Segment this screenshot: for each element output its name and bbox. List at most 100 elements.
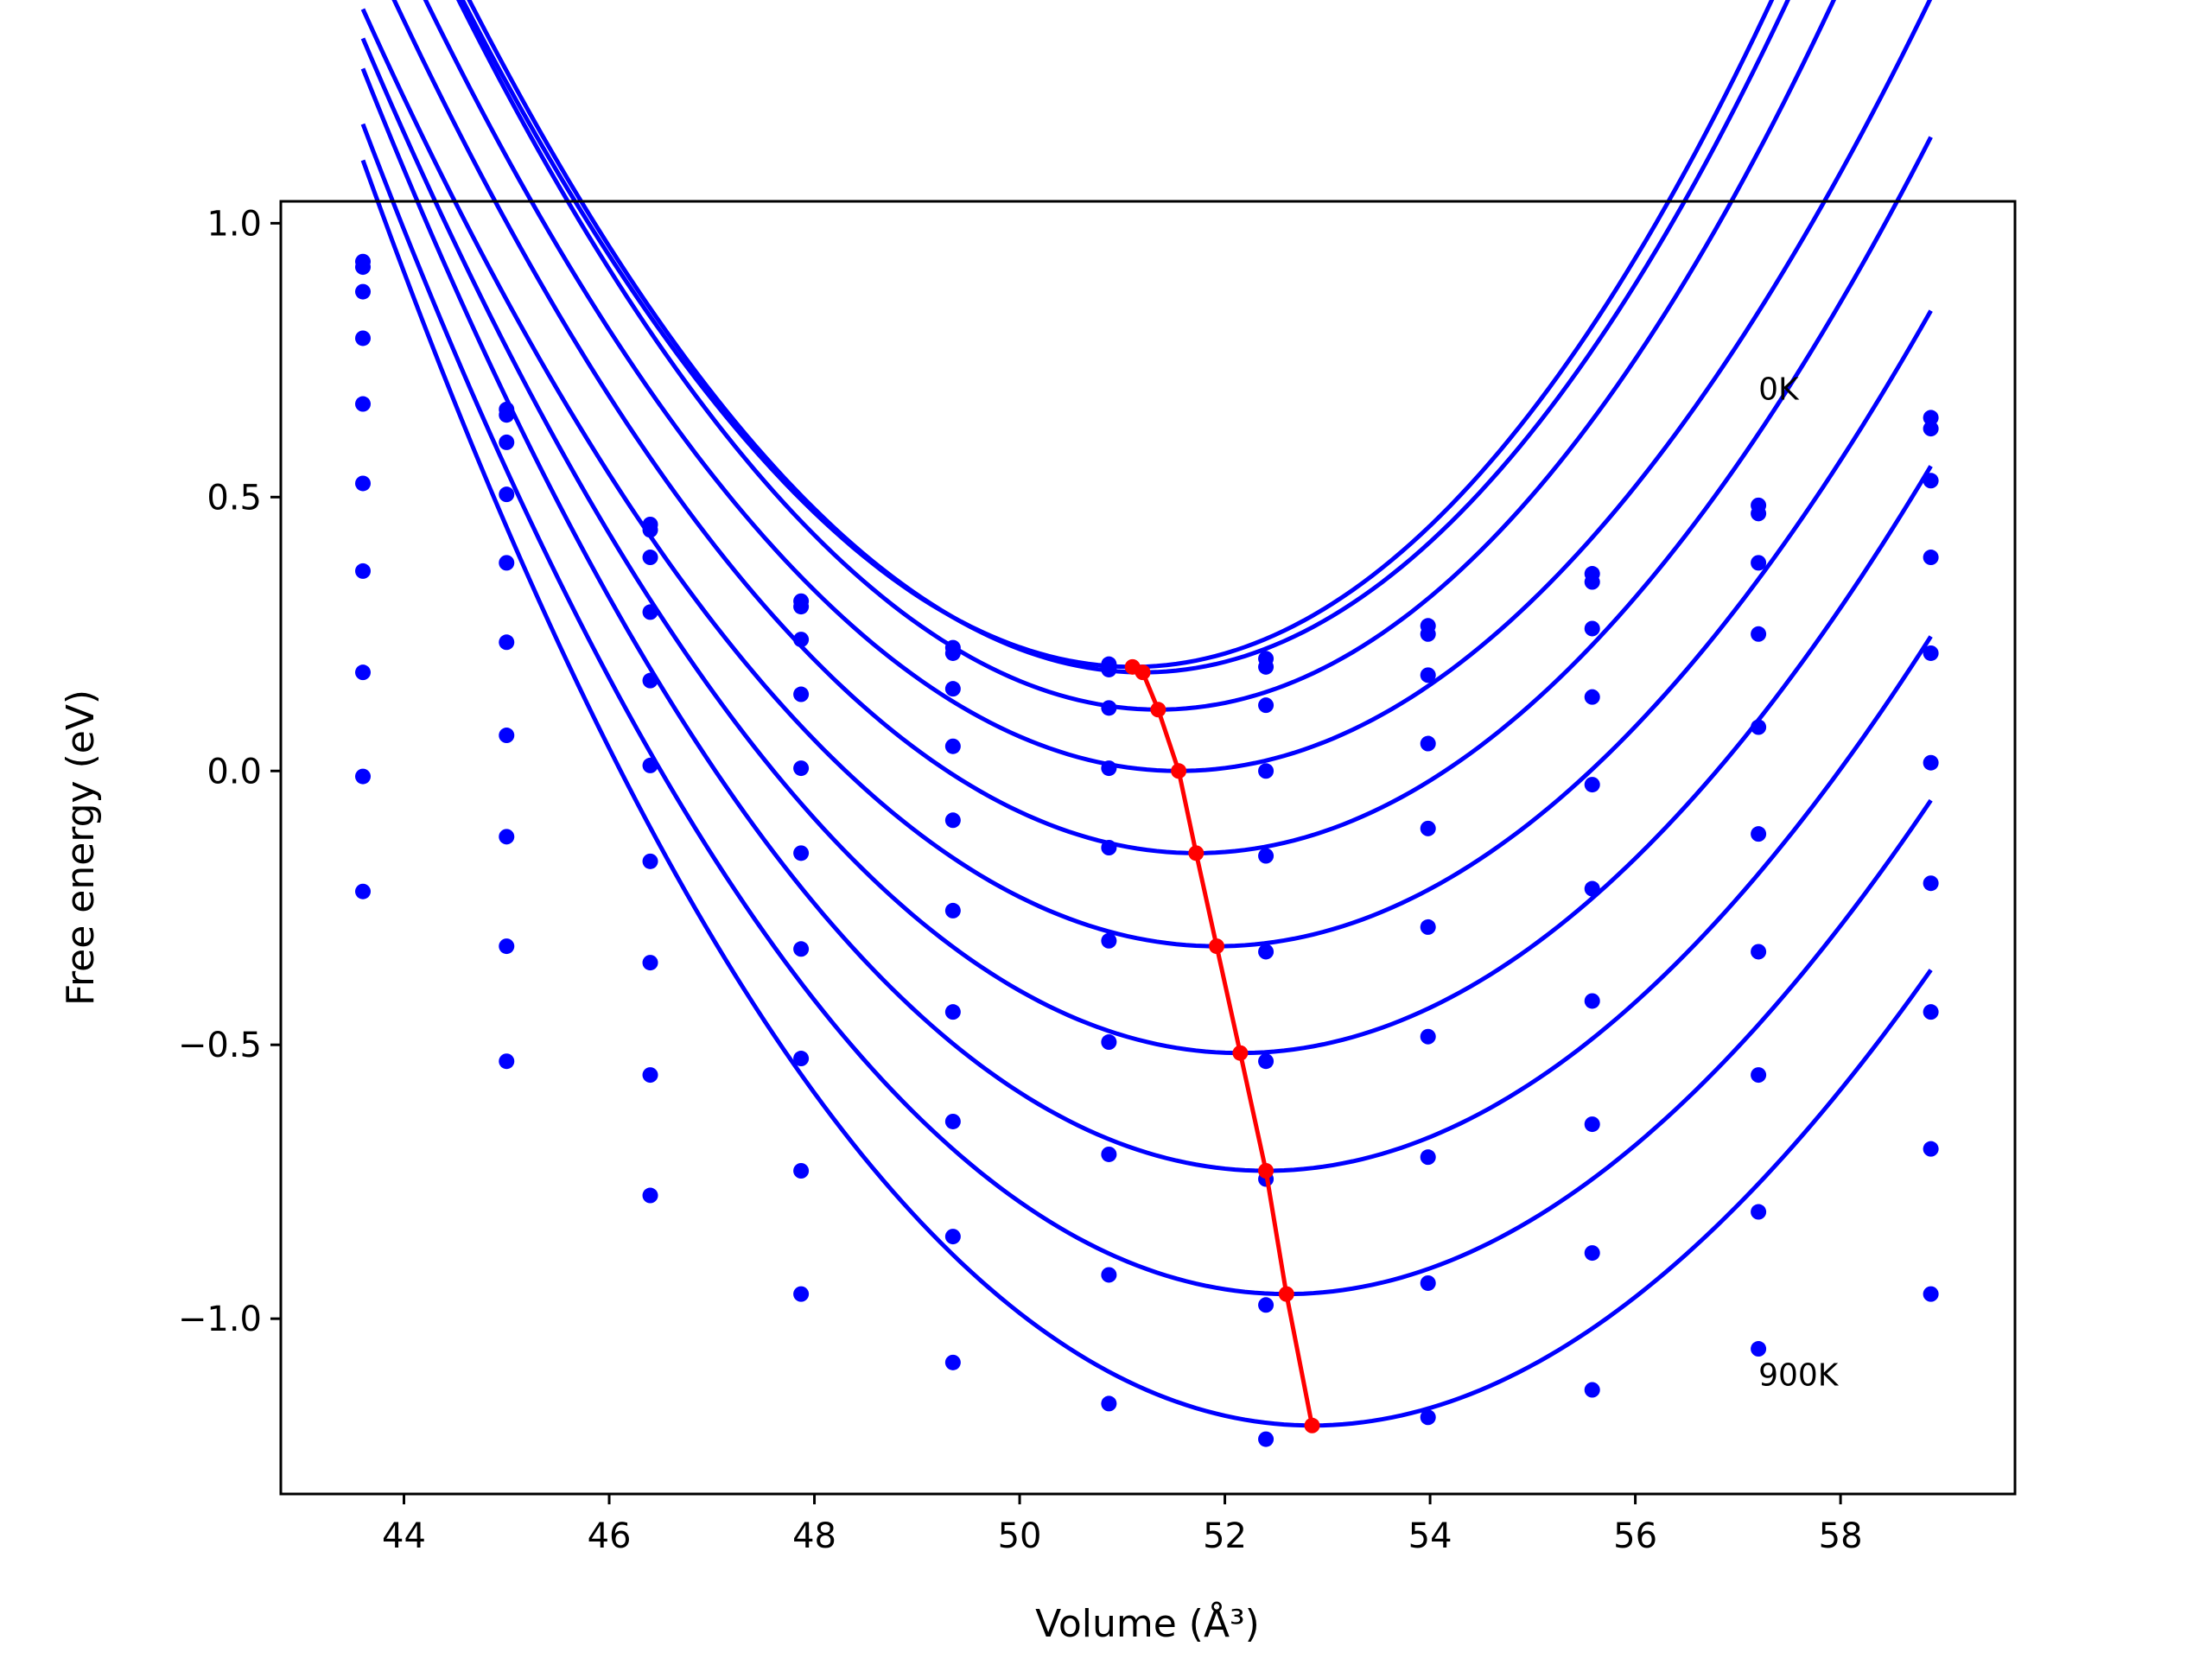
- point-series-9-10: [1923, 1286, 1939, 1302]
- point-series-1-1: [499, 407, 515, 423]
- minima-point-1: [1135, 664, 1151, 681]
- minima-point-8: [1278, 1286, 1294, 1302]
- point-series-5-10: [1923, 754, 1939, 771]
- point-series-1-7: [1420, 626, 1436, 642]
- minima-point-4: [1188, 845, 1205, 861]
- point-series-1-3: [793, 599, 810, 615]
- point-series-9-1: [499, 1053, 515, 1070]
- point-series-1-4: [944, 645, 961, 661]
- annotation-900k: 900K: [1758, 1358, 1840, 1394]
- point-series-6-9: [1751, 944, 1767, 960]
- point-series-1-5: [1101, 661, 1117, 677]
- x-tick-label-2: 48: [792, 1516, 836, 1556]
- point-series-7-0: [355, 664, 372, 681]
- point-series-5-2: [642, 757, 658, 773]
- point-series-8-10: [1923, 1141, 1939, 1157]
- point-series-6-0: [355, 563, 372, 579]
- point-series-1-10: [1923, 421, 1939, 437]
- point-series-9-4: [944, 1354, 961, 1370]
- point-series-5-8: [1584, 880, 1600, 897]
- minima-point-3: [1171, 763, 1187, 779]
- x-tick-label-3: 50: [998, 1516, 1042, 1556]
- point-series-6-2: [642, 853, 658, 869]
- minima-point-2: [1150, 702, 1166, 718]
- x-tick-label-5: 54: [1408, 1516, 1452, 1556]
- point-series-5-0: [355, 475, 372, 492]
- point-series-4-1: [499, 555, 515, 571]
- point-series-7-5: [1101, 1146, 1117, 1162]
- point-series-6-3: [793, 941, 810, 957]
- point-series-8-7: [1420, 1274, 1436, 1291]
- curve-series-5: [360, 8, 1933, 949]
- point-series-2-6: [1258, 697, 1274, 714]
- point-series-5-6: [1258, 944, 1274, 960]
- point-series-3-10: [1923, 550, 1939, 566]
- y-tick-label-0: 1.0: [207, 204, 262, 244]
- x-axis-ticks: 44 46 48 50 52 54 56 58: [382, 1494, 1863, 1556]
- point-series-7-7: [1420, 1149, 1436, 1166]
- point-series-9-2: [642, 1187, 658, 1204]
- point-series-9-6: [1258, 1431, 1274, 1447]
- point-series-7-8: [1584, 1116, 1600, 1133]
- x-tick-label-0: 44: [382, 1516, 426, 1556]
- curve-series-2: [456, 0, 1837, 712]
- point-series-7-9: [1751, 1067, 1767, 1084]
- point-series-2-8: [1584, 620, 1600, 637]
- minima-point-7: [1258, 1163, 1274, 1179]
- point-series-6-5: [1101, 1034, 1117, 1051]
- point-series-7-3: [793, 1051, 810, 1067]
- plot-frame: [279, 200, 2017, 1496]
- point-series-6-4: [944, 1004, 961, 1020]
- annotation-0k: 0K: [1758, 372, 1800, 408]
- curve-series-7: [360, 67, 1933, 1173]
- point-series-7-1: [499, 829, 515, 845]
- point-series-4-10: [1923, 645, 1939, 661]
- point-series-5-9: [1751, 826, 1767, 842]
- point-series-2-9: [1751, 555, 1767, 571]
- point-series-5-5: [1101, 932, 1117, 949]
- x-axis-label: Volume (Å³): [1035, 1600, 1260, 1646]
- point-series-2-0: [355, 283, 372, 300]
- plot-minima: [1124, 658, 1320, 1433]
- point-series-9-9: [1751, 1341, 1767, 1357]
- point-series-7-4: [944, 1113, 961, 1129]
- point-series-5-4: [944, 902, 961, 918]
- point-series-8-1: [499, 938, 515, 955]
- point-series-1-8: [1584, 574, 1600, 590]
- point-series-6-6: [1258, 1053, 1274, 1070]
- minima-line: [1131, 664, 1314, 1427]
- point-series-9-0: [355, 883, 372, 899]
- point-series-9-8: [1584, 1382, 1600, 1398]
- point-series-4-2: [642, 672, 658, 689]
- x-tick-label-6: 56: [1613, 1516, 1657, 1556]
- point-series-9-3: [793, 1286, 810, 1302]
- minima-point-6: [1232, 1045, 1249, 1061]
- point-series-6-7: [1420, 1028, 1436, 1045]
- point-series-3-7: [1420, 735, 1436, 752]
- curve-series-8: [360, 123, 1933, 1297]
- point-series-1-2: [642, 522, 658, 538]
- point-series-2-7: [1420, 667, 1436, 683]
- point-series-0-10: [1923, 410, 1939, 426]
- point-series-6-8: [1584, 993, 1600, 1009]
- point-series-4-7: [1420, 820, 1436, 836]
- point-series-5-3: [793, 845, 810, 861]
- point-series-6-1: [499, 728, 515, 744]
- x-tick-label-7: 58: [1819, 1516, 1863, 1556]
- point-series-4-8: [1584, 777, 1600, 793]
- curve-series-3: [423, 0, 1933, 773]
- point-series-3-9: [1751, 626, 1767, 642]
- point-series-4-6: [1258, 848, 1274, 864]
- point-series-1-0: [355, 259, 372, 276]
- curve-series-9: [360, 159, 1933, 1428]
- point-series-2-10: [1923, 473, 1939, 489]
- point-series-4-5: [1101, 840, 1117, 855]
- point-series-4-4: [944, 812, 961, 829]
- y-axis-ticks: 1.0 0.5 0.0 −0.5 −1.0: [178, 204, 281, 1339]
- point-series-8-4: [944, 1229, 961, 1245]
- point-series-2-4: [944, 681, 961, 697]
- plot-points: [355, 253, 1939, 1447]
- point-series-1-9: [1751, 505, 1767, 522]
- y-tick-label-4: −1.0: [178, 1300, 262, 1339]
